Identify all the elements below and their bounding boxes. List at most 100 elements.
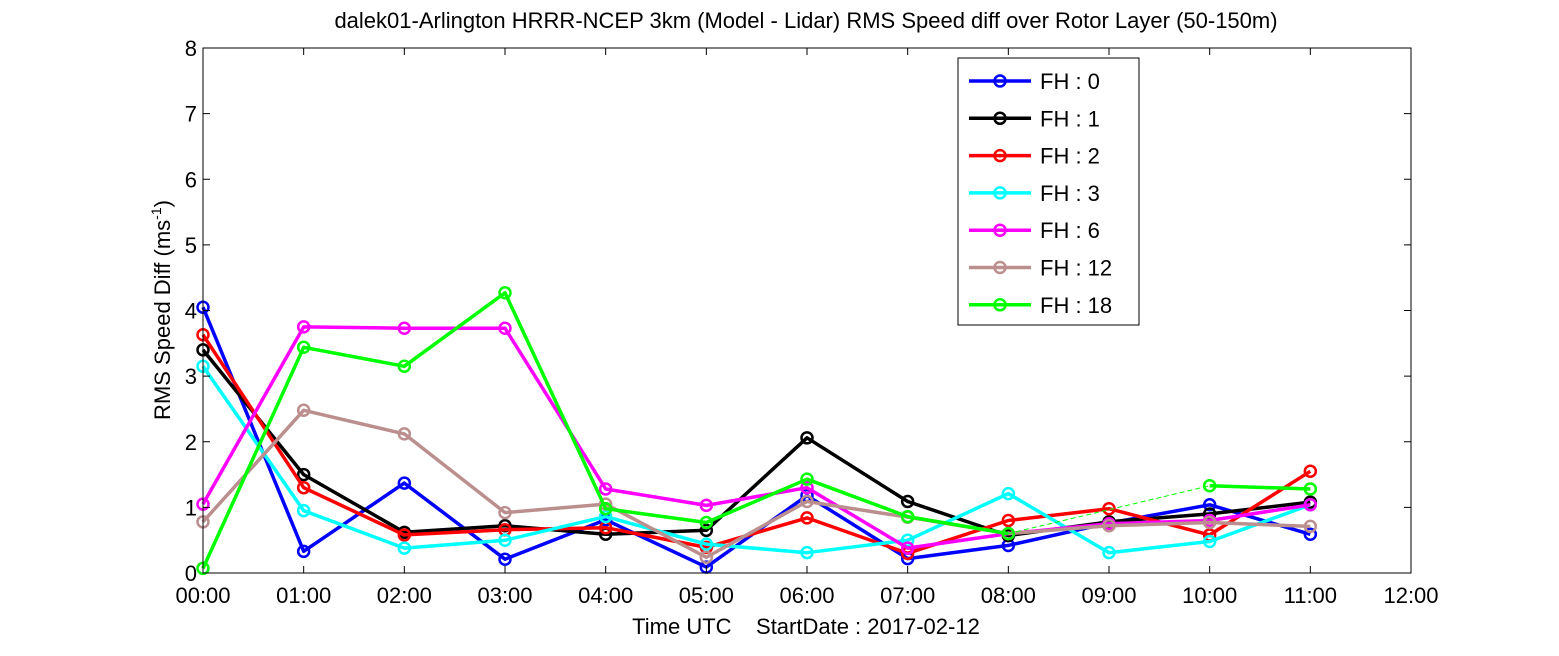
legend: FH : 0 FH : 1 FH : 2 FH : 3 FH : 6 FH : 12 FH … [957, 57, 1140, 326]
series-line [201, 348, 1311, 538]
x-tick-label: 10:00 [1182, 583, 1237, 608]
legend-item: FH : 3 [969, 181, 1100, 206]
data-point [1202, 498, 1217, 512]
data-point [800, 431, 814, 445]
data-point [1303, 519, 1318, 534]
data-point [296, 340, 311, 354]
y-tick-label: 2 [185, 430, 197, 455]
series-line [201, 333, 1312, 556]
series-line [201, 408, 1311, 560]
legend-marker [993, 298, 1007, 312]
data-point [397, 359, 412, 374]
y-tick-label: 5 [185, 233, 197, 258]
x-tick-label: 12:00 [1383, 583, 1438, 608]
x-tick-label: 04:00 [578, 583, 633, 608]
legend-label: FH : 1 [1040, 106, 1100, 131]
series-line [201, 291, 1009, 570]
data-point [1303, 527, 1318, 542]
y-axis-label-main: RMS Speed Diff (ms [150, 220, 175, 420]
legend-marker [993, 111, 1007, 126]
data-point [699, 515, 714, 530]
data-point [699, 523, 714, 538]
series-line [201, 365, 1311, 555]
x-tick-label: 06:00 [779, 583, 834, 608]
y-axis-label-close: ) [150, 200, 175, 207]
x-tick-label: 08:00 [981, 583, 1036, 608]
data-point [296, 467, 311, 482]
y-tick-label: 1 [185, 495, 197, 520]
data-point [296, 320, 311, 334]
y-axis-label-superscript: -1 [148, 207, 164, 220]
data-point [699, 498, 714, 513]
data-point [296, 503, 311, 518]
series [196, 403, 1318, 564]
x-tick-label: 07:00 [880, 583, 935, 608]
data-point [1001, 486, 1016, 501]
legend-label: FH : 18 [1040, 293, 1112, 318]
data-point [800, 494, 814, 509]
legend-marker [993, 223, 1007, 237]
data-point [296, 544, 311, 559]
legend-item: FH : 1 [969, 106, 1100, 131]
series-line [201, 325, 1311, 550]
data-point [397, 427, 412, 441]
legend-label: FH : 6 [1040, 218, 1100, 243]
data-point [598, 509, 613, 524]
legend-marker [993, 148, 1007, 163]
legend-item: FH : 6 [969, 218, 1100, 243]
legend-label: FH : 12 [1040, 256, 1112, 281]
x-tick-label: 01:00 [276, 583, 331, 608]
series-line [1209, 483, 1311, 491]
x-tick-label: 11:00 [1284, 583, 1337, 608]
x-axis-ticks: 00:00 01:00 02:00 03:00 04:00 05:00 06:00 07:00… [175, 48, 1439, 608]
series [196, 359, 1318, 560]
data-point [397, 528, 412, 542]
data-point [1202, 515, 1217, 530]
data-point [800, 545, 814, 560]
data-point [296, 403, 311, 417]
legend-item: FH : 18 [969, 293, 1112, 318]
data-point [397, 541, 412, 555]
x-tick-label: 00:00 [175, 583, 230, 608]
data-point [598, 482, 613, 496]
data-point [699, 537, 714, 551]
legend-item: FH : 12 [969, 256, 1112, 281]
data-point [1102, 545, 1116, 560]
data-point [1102, 519, 1116, 533]
data-point [296, 480, 311, 495]
series [196, 328, 1318, 561]
y-tick-label: 4 [185, 299, 197, 324]
data-point [498, 286, 512, 300]
data-point [900, 533, 915, 547]
data-point [397, 321, 412, 335]
data-point [1001, 526, 1016, 541]
y-axis-label: RMS Speed Diff (ms-1) [148, 200, 175, 420]
data-point [1303, 464, 1318, 479]
data-point [1001, 513, 1016, 528]
data-point [498, 533, 512, 547]
legend-label: FH : 0 [1040, 69, 1100, 94]
legend-marker [993, 186, 1007, 200]
y-tick-label: 7 [185, 102, 197, 127]
data-point [800, 480, 814, 495]
data-point [498, 552, 512, 566]
y-tick-label: 3 [185, 364, 197, 389]
x-tick-label: 09:00 [1081, 583, 1136, 608]
x-axis-label: Time UTC StartDate : 2017-02-12 [632, 614, 980, 639]
data-point [1303, 482, 1318, 496]
series [196, 286, 1318, 576]
data-point [800, 511, 814, 525]
data-point [397, 476, 412, 490]
x-tick-label: 03:00 [477, 583, 532, 608]
data-point [900, 541, 915, 555]
data-point [1202, 478, 1217, 493]
legend-item: FH : 2 [969, 144, 1100, 169]
legend-item: FH : 0 [969, 69, 1100, 94]
data-point [699, 550, 714, 564]
x-tick-label: 05:00 [679, 583, 734, 608]
data-point [900, 509, 915, 524]
data-point [800, 472, 814, 486]
plot-area [196, 286, 1318, 576]
data-point [1303, 498, 1318, 512]
